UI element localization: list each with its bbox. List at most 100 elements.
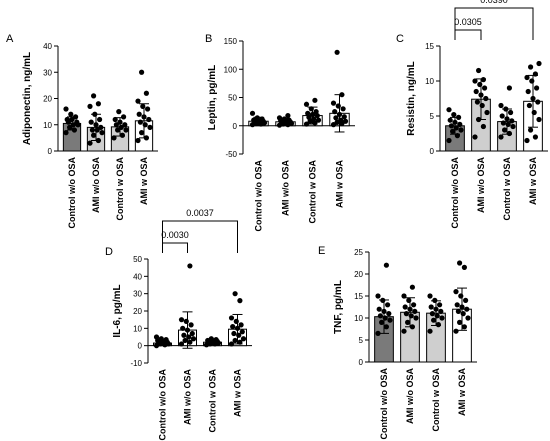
- data-point: [145, 106, 151, 112]
- data-point: [412, 308, 418, 314]
- data-point: [153, 334, 160, 340]
- significance-bracket: [162, 242, 188, 253]
- x-tick-label: Control w OSA: [208, 369, 218, 433]
- data-point: [409, 324, 415, 330]
- data-point: [213, 337, 219, 343]
- data-point: [254, 115, 260, 121]
- data-point: [478, 92, 484, 98]
- x-tick-label: Control w/o OSA: [450, 157, 460, 229]
- data-point: [163, 337, 169, 343]
- y-tick-label: 150: [224, 37, 238, 46]
- p-value-label: 0.0305: [454, 17, 482, 27]
- data-point: [135, 137, 141, 144]
- data-point: [535, 99, 541, 105]
- x-tick-label: Control w OSA: [502, 157, 512, 221]
- data-point: [190, 336, 197, 342]
- data-point: [484, 109, 490, 116]
- data-point: [403, 311, 409, 317]
- x-tick-label: Control w OSA: [431, 368, 441, 432]
- data-point: [464, 306, 470, 312]
- data-point: [67, 124, 73, 130]
- data-point: [508, 109, 514, 116]
- x-tick-label: Control w/o OSA: [254, 160, 264, 232]
- data-point: [504, 116, 510, 122]
- data-point: [305, 110, 311, 116]
- y-axis-label: TNF, pg/mL: [333, 280, 344, 334]
- data-point: [306, 114, 312, 120]
- panel-letter: E: [318, 245, 325, 257]
- data-point: [482, 85, 488, 91]
- data-point: [379, 319, 385, 325]
- data-point: [387, 317, 393, 323]
- p-value-label: 0.0030: [161, 230, 189, 240]
- p-value-label: 0.0390: [480, 0, 508, 5]
- data-point: [181, 332, 187, 338]
- data-point: [480, 77, 486, 83]
- data-point: [532, 71, 539, 77]
- significance-bracket: [162, 220, 238, 253]
- y-axis-label: Adiponectin, ng/mL: [22, 52, 33, 145]
- data-point: [526, 102, 533, 109]
- x-tick-label: Control w OSA: [308, 160, 318, 224]
- data-point: [95, 137, 101, 144]
- y-tick-label: 10: [425, 77, 434, 86]
- data-point: [228, 315, 235, 321]
- x-tick-label: Control w/o OSA: [158, 369, 168, 441]
- panel-letter: D: [105, 246, 113, 258]
- data-point: [472, 134, 478, 140]
- data-point: [99, 130, 105, 136]
- data-point: [529, 78, 535, 84]
- data-point: [237, 298, 243, 304]
- data-point: [453, 328, 459, 334]
- data-point: [186, 334, 192, 340]
- data-point: [142, 122, 148, 128]
- data-point: [183, 318, 189, 324]
- data-point: [338, 117, 344, 123]
- data-point: [427, 328, 433, 334]
- data-point: [386, 311, 392, 317]
- data-point: [383, 324, 389, 330]
- data-point: [188, 322, 194, 328]
- data-point: [459, 304, 465, 310]
- data-point: [334, 49, 340, 55]
- data-point: [95, 101, 101, 107]
- data-point: [483, 95, 489, 102]
- y-tick-label: 10: [43, 121, 52, 130]
- data-point: [137, 119, 143, 125]
- y-tick-label: 25: [354, 248, 363, 257]
- data-point: [479, 102, 485, 109]
- panel-e: E TNF, pg/mL 0 5 10 15 20 25 Control w/o OSA AMI …: [318, 245, 477, 440]
- data-point: [116, 109, 122, 115]
- data-point: [135, 98, 141, 104]
- data-point: [92, 111, 98, 117]
- data-point: [240, 336, 247, 342]
- data-point: [74, 119, 80, 125]
- panel-d: D IL-6, pg/mL -10 0 10 20 30 40 50 Control w/o OS…: [105, 208, 252, 441]
- data-point: [498, 102, 504, 109]
- data-point: [525, 88, 531, 95]
- y-tick-label: 50: [228, 94, 237, 103]
- data-point: [454, 302, 460, 308]
- data-point: [313, 109, 319, 115]
- data-point: [530, 95, 536, 102]
- data-point: [498, 134, 504, 140]
- data-point: [446, 107, 452, 113]
- data-point: [375, 293, 381, 299]
- y-tick-label: 0: [233, 122, 238, 131]
- data-point: [238, 322, 244, 328]
- data-point: [408, 313, 414, 319]
- data-point: [70, 122, 76, 128]
- x-tick-label: AMI w/o OSA: [405, 368, 415, 425]
- data-point: [375, 330, 381, 336]
- data-point: [452, 119, 458, 125]
- data-point: [461, 324, 467, 330]
- data-point: [91, 93, 97, 99]
- y-tick-label: 5: [359, 336, 364, 345]
- data-point: [119, 132, 125, 138]
- data-point: [303, 101, 310, 107]
- significance-bracket: [454, 7, 534, 40]
- x-tick-label: AMI w OSA: [233, 369, 243, 418]
- data-point: [385, 302, 391, 308]
- data-point: [340, 106, 346, 112]
